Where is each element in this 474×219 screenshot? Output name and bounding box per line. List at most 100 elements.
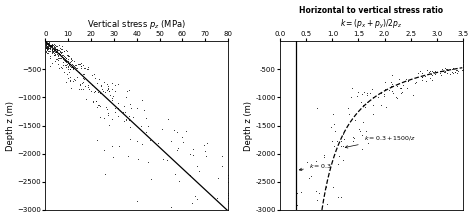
Point (43, 43, 50, 46)
Point (381, 87, 389, 91)
Point (459, 54, 467, 57)
Point (193, 198, 201, 201)
Point (459, 55, 467, 58)
Point (459, 51, 467, 54)
Point (45, 46, 52, 50)
Point (90, 72, 98, 75)
Point (459, 41, 467, 44)
Point (459, 57, 467, 61)
Point (452, 68, 460, 72)
Point (46, 46, 54, 49)
Point (453, 71, 461, 75)
Point (459, 42, 467, 46)
Point (71, 66, 79, 69)
Point (459, 41, 467, 44)
Point (459, 43, 467, 47)
Point (459, 52, 467, 55)
Point (133, 139, 141, 143)
Point (459, 55, 467, 58)
Point (42, 40, 50, 43)
Point (108, 98, 116, 102)
Point (50, 53, 58, 57)
Point (459, 44, 467, 47)
Point (444, 68, 452, 71)
Point (459, 41, 467, 45)
Point (95, 89, 103, 92)
Point (421, 74, 429, 77)
Point (459, 51, 467, 54)
Point (459, 44, 467, 47)
Point (60, 55, 68, 58)
Point (459, 42, 467, 46)
Point (43, 48, 51, 52)
Point (459, 40, 467, 44)
Point (224, 177, 232, 180)
Point (305, 176, 313, 180)
Point (67, 57, 74, 60)
Point (61, 58, 69, 62)
Point (43, 52, 51, 55)
Point (459, 44, 467, 47)
Point (105, 89, 112, 92)
Point (359, 120, 367, 124)
Point (459, 40, 467, 44)
Point (54, 48, 62, 51)
Point (459, 43, 467, 46)
Point (147, 178, 155, 181)
Point (459, 43, 467, 46)
Point (428, 70, 436, 73)
Point (459, 59, 467, 62)
Point (62, 64, 70, 67)
Point (459, 52, 467, 55)
Point (133, 106, 140, 110)
Point (100, 89, 107, 92)
Point (459, 56, 467, 59)
Point (84, 67, 92, 71)
Point (125, 88, 133, 92)
Point (42, 41, 50, 45)
Point (74, 62, 82, 65)
Point (126, 125, 134, 129)
Point (61, 59, 68, 63)
Point (459, 40, 467, 43)
Point (80, 72, 87, 76)
Point (112, 83, 119, 87)
Point (55, 52, 63, 56)
Point (459, 42, 467, 46)
Point (60, 49, 68, 53)
Point (459, 45, 467, 48)
Point (51, 59, 59, 62)
Point (60, 58, 68, 62)
Point (459, 55, 467, 58)
Point (422, 80, 430, 83)
Point (459, 49, 467, 53)
Point (48, 47, 55, 50)
Point (459, 46, 467, 50)
Point (66, 67, 73, 71)
Point (459, 62, 467, 65)
Point (441, 70, 448, 73)
Point (459, 44, 467, 47)
Point (105, 87, 112, 90)
Point (63, 72, 71, 76)
Point (121, 111, 129, 114)
Point (459, 42, 467, 46)
Point (42, 51, 50, 54)
Point (459, 42, 467, 45)
Point (459, 41, 467, 44)
Point (459, 52, 467, 56)
Point (459, 50, 467, 54)
Point (57, 55, 65, 58)
Point (96, 115, 103, 118)
Point (459, 42, 467, 46)
Point (329, 113, 337, 116)
Point (459, 40, 467, 44)
Point (303, 160, 310, 164)
Point (44, 44, 51, 48)
Point (215, 176, 222, 180)
Point (459, 55, 467, 59)
Point (62, 57, 70, 60)
Point (65, 70, 73, 74)
Point (336, 154, 343, 157)
Point (459, 44, 467, 48)
